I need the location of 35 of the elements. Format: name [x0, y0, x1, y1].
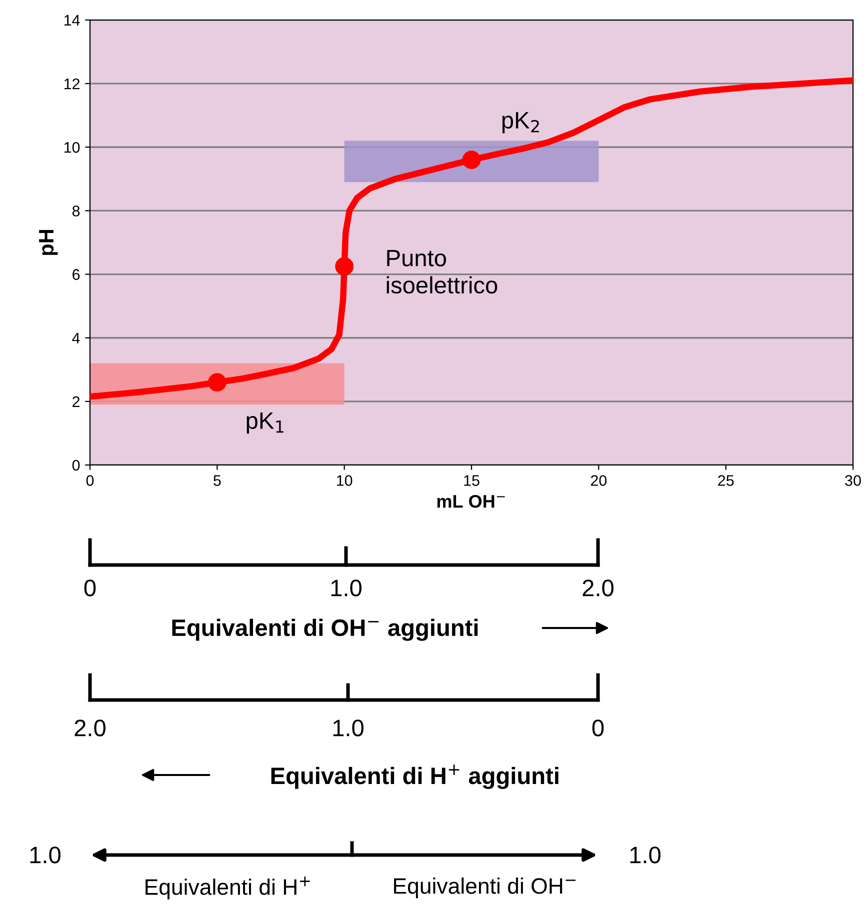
- y-axis-title: pH: [39, 230, 58, 256]
- text: 0: [592, 720, 604, 736]
- annotation: pK$_{1}$: [246, 412, 284, 434]
- x-tick-label: 15: [464, 475, 480, 486]
- text: 1.0: [30, 846, 60, 864]
- y-tick-label: 2: [72, 396, 80, 407]
- text: 2.0: [74, 720, 106, 736]
- text: 1.0: [331, 580, 362, 596]
- text: 2.0: [582, 580, 614, 596]
- y-tick-label: 6: [72, 269, 80, 280]
- x-tick-label: 30: [845, 475, 861, 486]
- annotation: pK$_{2}$: [502, 112, 539, 134]
- y-tick-label: 4: [72, 332, 80, 344]
- y-tick-label: 0: [72, 460, 80, 471]
- point: [462, 150, 481, 170]
- x-tick-label: 25: [718, 475, 734, 486]
- y-tick-label: 10: [64, 142, 80, 153]
- text: Equivalenti di OH$^{−}$ aggiunti: [172, 618, 478, 641]
- x-tick-label: 5: [214, 475, 221, 486]
- x-axis-title: mL OH$^{−}$: [437, 494, 505, 508]
- x-tick-label: 20: [590, 475, 607, 486]
- text: Equivalenti di H$^{+}$: [146, 876, 310, 900]
- text: 0: [84, 580, 96, 596]
- text: 1.0: [630, 846, 660, 864]
- point: [335, 257, 354, 276]
- y-tick-label: 8: [72, 206, 80, 216]
- text: 1.0: [333, 720, 364, 736]
- text: Equivalenti di H$^{+}$ aggiunti: [271, 764, 558, 790]
- x-tick-label: 0: [86, 475, 94, 486]
- x-tick-label: 10: [337, 475, 352, 486]
- text: Equivalenti di OH$^{−}$: [394, 878, 576, 898]
- point: [208, 373, 226, 392]
- y-tick-label: 12: [64, 78, 80, 90]
- y-tick-label: 14: [64, 15, 80, 26]
- annotation: Punto isoelettrico: [386, 250, 498, 294]
